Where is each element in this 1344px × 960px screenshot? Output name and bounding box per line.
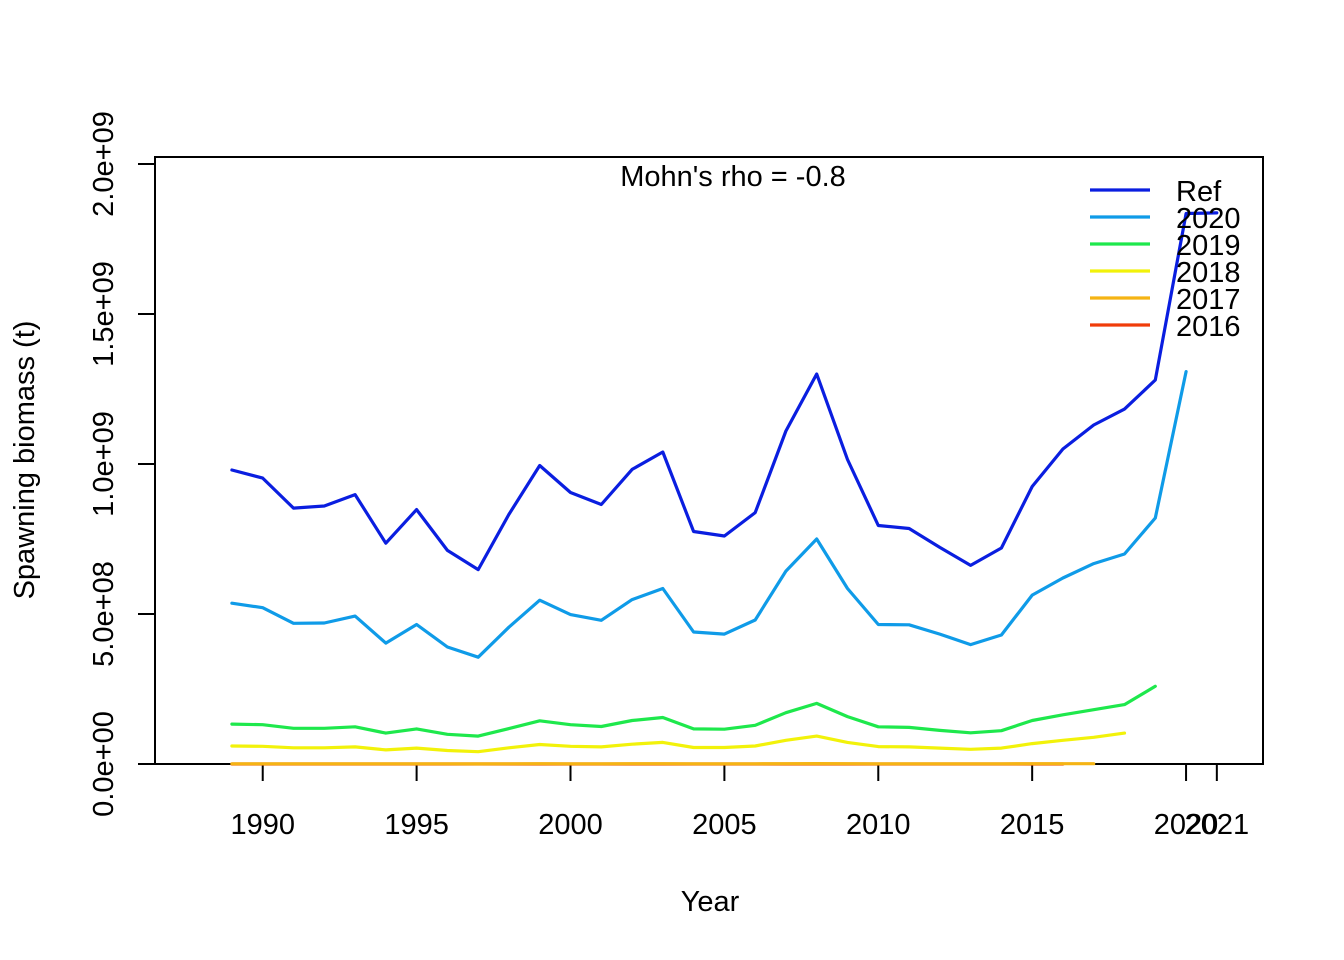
y-tick-label: 1.5e+09 [88,261,120,367]
y-tick-label: 2.0e+09 [88,111,120,217]
x-tick-label: 1990 [230,809,295,841]
series-line-2018 [230,731,1127,754]
plot-frame [154,156,1264,765]
x-tick-label: 2005 [692,809,757,841]
x-tick-label: 1995 [384,809,449,841]
x-tick-label: 2010 [846,809,911,841]
y-tick-label: 5.0e+08 [88,561,120,667]
series-layer [230,211,1219,766]
x-tick-label: 2021 [1185,809,1250,841]
legend-label-Ref: Ref [1176,176,1222,208]
mohns-rho-annotation: Mohn's rho = -0.8 [620,161,846,193]
x-tick-label: 2015 [1000,809,1065,841]
legend-label-2020: 2020 [1176,203,1241,235]
series-line-2019 [230,684,1157,738]
y-tick-label: 0.0e+00 [88,711,120,817]
legend-label-2016: 2016 [1176,311,1241,343]
legend-label-2018: 2018 [1176,257,1241,289]
y-axis-label: Spawning biomass (t) [9,321,41,600]
x-tick-label: 2020 [1154,809,1219,841]
legend-label-2017: 2017 [1176,284,1241,316]
x-tick-label: 2000 [538,809,603,841]
y-tick-label: 1.0e+09 [88,411,120,517]
series-line-Ref [230,211,1219,572]
x-axis-label: Year [681,886,740,918]
series-line-2020 [230,370,1188,659]
legend-label-2019: 2019 [1176,230,1241,262]
y-axis: 0.0e+00 5.0e+08 1.0e+09 1.5e+09 2.0e+09 [88,111,156,817]
